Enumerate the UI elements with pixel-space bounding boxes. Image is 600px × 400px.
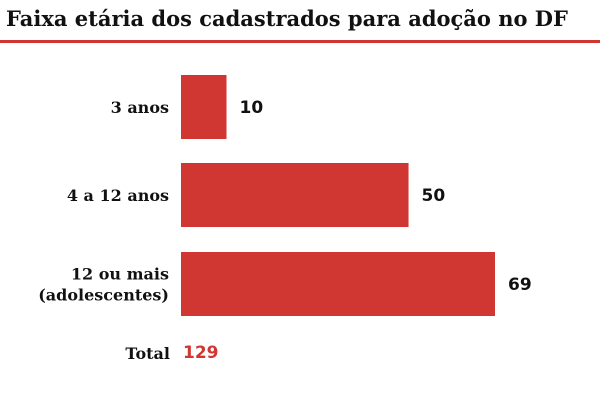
total-label: Total	[125, 344, 170, 363]
category-label-2-line-1: (adolescentes)	[38, 286, 169, 305]
title-rule	[0, 40, 600, 43]
category-label-1-line-0: 4 a 12 anos	[67, 186, 169, 205]
bar-1	[181, 163, 409, 227]
chart-title: Faixa etária dos cadastrados para adoção…	[6, 6, 568, 31]
total-value: 129	[183, 343, 219, 363]
category-label-0-line-0: 3 anos	[111, 98, 169, 117]
bar-2	[181, 252, 495, 316]
value-label-1: 50	[422, 186, 446, 206]
value-label-2: 69	[508, 275, 532, 295]
value-label-0: 10	[240, 98, 264, 118]
category-label-2-line-0: 12 ou mais	[71, 265, 169, 284]
bar-0	[181, 75, 227, 139]
